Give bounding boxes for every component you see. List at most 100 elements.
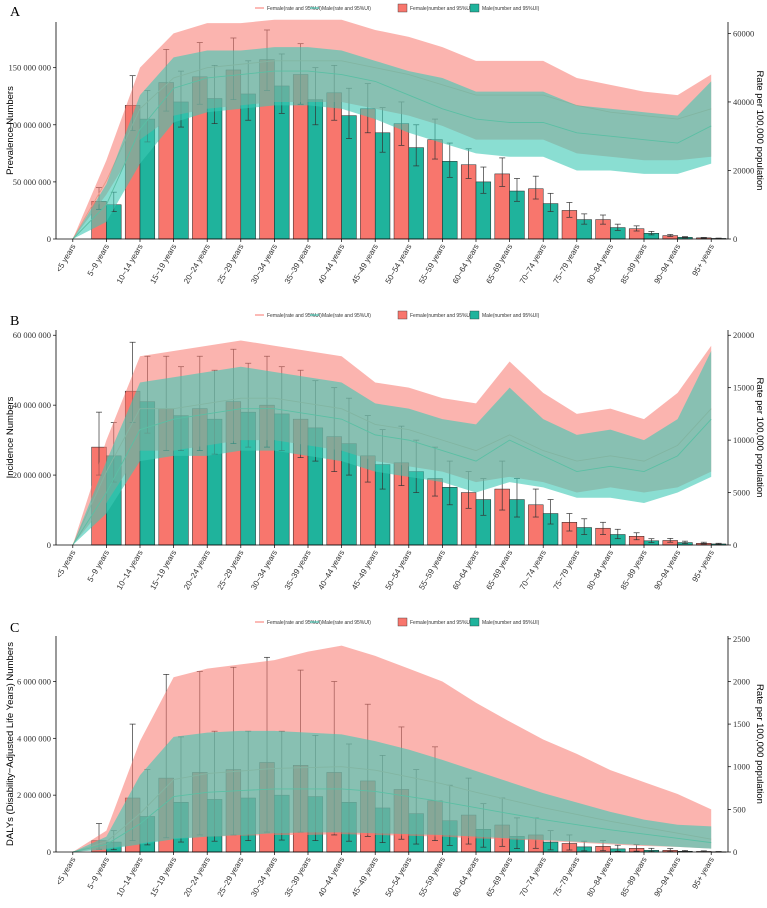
y-tick-label: 60 000 000 xyxy=(13,330,51,340)
x-tick-label: 10~14 years xyxy=(115,549,145,592)
x-tick-label: 95+ years xyxy=(690,243,715,278)
x-tick-label: 95+ years xyxy=(690,549,715,584)
y2-axis-title: Rate per 100,000 population xyxy=(754,378,765,498)
y-tick-label: 6 000 000 xyxy=(17,676,51,686)
legend: Female(rate and 95%UI) Male(rate and 95%U… xyxy=(255,617,540,627)
y2-tick-label: 0 xyxy=(733,540,737,550)
x-tick-label: 5~9 years xyxy=(86,549,111,584)
x-tick-label: 35~39 years xyxy=(283,549,313,592)
x-tick-label: 25~29 years xyxy=(216,549,246,592)
x-tick-label: <5 years xyxy=(54,549,77,580)
y2-axis-title: Rate per 100,000 population xyxy=(754,684,765,804)
x-tick-label: 40~44 years xyxy=(316,856,346,899)
male-rate-ribbon xyxy=(72,47,712,239)
panel-B: B Female(rate and 95%UI) Male(rate and 95%… xyxy=(5,310,765,592)
x-tick-label: 40~44 years xyxy=(316,549,346,592)
x-tick-label: <5 years xyxy=(54,243,77,274)
x-tick-label: 30~34 years xyxy=(249,243,279,286)
rate-ribbons xyxy=(72,340,712,546)
x-tick-label: 70~74 years xyxy=(518,243,548,286)
x-tick-label: 75~79 years xyxy=(552,549,582,592)
x-tick-label: 65~69 years xyxy=(484,549,514,592)
legend: Female(rate and 95%UI) Male(rate and 95%U… xyxy=(255,310,540,320)
y-tick-label: 40 000 000 xyxy=(13,400,51,410)
x-tick-label: 75~79 years xyxy=(552,243,582,286)
y-tick-label: 20 000 000 xyxy=(13,470,51,480)
y2-tick-label: 10000 xyxy=(733,435,754,445)
y2-tick-label: 20000 xyxy=(733,165,754,175)
y-axis-title: DALYs (Disability−Adjusted Life Years) N… xyxy=(5,642,16,846)
legend-female-number-label: Female(number and 95%UI) xyxy=(410,313,473,319)
x-tick-label: 95+ years xyxy=(690,856,715,891)
y-axis-title: Prevalence Numbers xyxy=(5,86,16,175)
legend-female-rate-label: Female(rate and 95%UI) xyxy=(267,620,322,626)
x-tick-label: 60~64 years xyxy=(451,243,481,286)
legend-female-number-swatch xyxy=(397,617,408,627)
y-axis-title: Incidence Numbers xyxy=(5,396,16,478)
x-tick-label: 15~19 years xyxy=(148,549,178,592)
y2-tick-label: 2000 xyxy=(733,676,750,686)
y-tick-label: 0 xyxy=(47,540,51,550)
x-tick-label: 30~34 years xyxy=(249,549,279,592)
x-tick-label: 10~14 years xyxy=(115,856,145,899)
y2-tick-label: 1500 xyxy=(733,719,750,729)
legend-female-number-label: Female(number and 95%UI) xyxy=(410,6,473,12)
x-tick-label: 50~54 years xyxy=(384,549,414,592)
x-tick-label: 55~59 years xyxy=(417,856,447,899)
male-rate-ribbon xyxy=(72,730,712,852)
legend-male-rate-label: Male(rate and 95%UI) xyxy=(322,620,371,626)
rate-ribbons xyxy=(72,645,712,853)
x-tick-label: 25~29 years xyxy=(216,242,246,285)
legend-male-number-label: Male(number and 95%UI) xyxy=(482,620,540,626)
y2-tick-label: 20000 xyxy=(733,330,754,340)
y2-tick-label: 40000 xyxy=(733,97,754,107)
y2-tick-label: 0 xyxy=(733,234,737,244)
rate-ribbons xyxy=(72,19,712,240)
x-tick-label: 45~49 years xyxy=(350,243,380,286)
x-tick-label: 65~69 years xyxy=(484,856,514,899)
legend-male-rate-label: Male(rate and 95%UI) xyxy=(322,6,371,12)
x-tick-label: 10~14 years xyxy=(115,243,145,286)
x-tick-label: 35~39 years xyxy=(283,243,313,286)
panel-letter: B xyxy=(10,314,19,329)
panel-letter: A xyxy=(10,5,21,20)
y2-tick-label: 2500 xyxy=(733,634,750,644)
y2-tick-label: 1000 xyxy=(733,762,750,772)
y2-tick-label: 5000 xyxy=(733,488,750,498)
male-rate-ribbon xyxy=(72,350,712,545)
x-tick-label: 25~29 years xyxy=(216,856,246,899)
panel-C: C Female(rate and 95%UI) Male(rate and 95%… xyxy=(5,617,765,899)
y-tick-label: 150 000 000 xyxy=(9,63,52,73)
legend-male-number-swatch xyxy=(469,3,480,13)
x-tick-label: 50~54 years xyxy=(384,856,414,899)
y-tick-label: 2 000 000 xyxy=(17,790,51,800)
x-tick-label: 90~94 years xyxy=(652,243,682,286)
x-tick-label: 60~64 years xyxy=(451,549,481,592)
legend-female-rate-label: Female(rate and 95%UI) xyxy=(267,313,322,319)
x-tick-label: 90~94 years xyxy=(652,856,682,899)
male-rate-line xyxy=(72,408,712,546)
y2-tick-label: 60000 xyxy=(733,28,754,38)
x-tick-label: 45~49 years xyxy=(350,856,380,899)
x-tick-label: 70~74 years xyxy=(518,549,548,592)
x-tick-label: 15~19 years xyxy=(148,243,178,286)
x-tick-label: 55~59 years xyxy=(417,549,447,592)
x-tick-label: 5~9 years xyxy=(86,856,111,891)
legend-female-number-label: Female(number and 95%UI) xyxy=(410,620,473,626)
x-tick-label: 85~89 years xyxy=(619,243,649,286)
x-tick-label: 40~44 years xyxy=(316,243,346,286)
bars-male xyxy=(106,85,727,240)
x-tick-label: 85~89 years xyxy=(619,856,649,899)
x-tick-label: <5 years xyxy=(54,856,77,887)
legend: Female(rate and 95%UI) Male(rate and 95%U… xyxy=(255,3,540,13)
legend-male-number-swatch xyxy=(469,310,480,320)
x-tick-label: 15~19 years xyxy=(148,856,178,899)
x-tick-label: 20~24 years xyxy=(182,856,212,899)
legend-male-rate-label: Male(rate and 95%UI) xyxy=(322,313,371,319)
y-tick-label: 0 xyxy=(47,234,51,244)
x-tick-label: 20~24 years xyxy=(182,549,212,592)
x-tick-label: 80~84 years xyxy=(585,856,615,899)
legend-female-rate-label: Female(rate and 95%UI) xyxy=(267,6,322,12)
y-tick-label: 50 000 000 xyxy=(13,177,51,187)
